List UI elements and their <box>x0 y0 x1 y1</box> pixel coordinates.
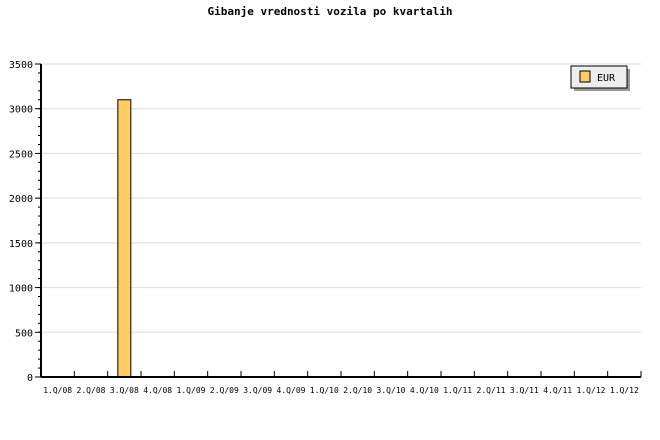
y-tick-label: 2500 <box>9 149 33 160</box>
x-tick-label: 2.Q/09 <box>210 386 239 395</box>
x-tick-label: 1.Q/11 <box>443 386 472 395</box>
legend-swatch-eur <box>579 70 591 83</box>
bar-3.Q/08 <box>117 99 132 378</box>
x-tick-label: 1.Q/09 <box>177 386 206 395</box>
y-tick-label: 3500 <box>9 60 33 71</box>
x-tick-label: 4.Q/10 <box>410 386 439 395</box>
y-tick-label: 500 <box>15 328 33 339</box>
x-tick-label: 2.Q/10 <box>343 386 372 395</box>
x-tick-label: 3.Q/09 <box>243 386 272 395</box>
x-tick-label: 3.Q/10 <box>377 386 406 395</box>
x-tick-label: 2.Q/08 <box>77 386 106 395</box>
x-tick-label: 3.Q/11 <box>510 386 539 395</box>
y-tick-label: 1000 <box>9 284 33 295</box>
x-tick-label: 1.Q/12 <box>610 386 639 395</box>
y-tick-label: 2000 <box>9 194 33 205</box>
x-tick-label: 3.Q/08 <box>110 386 139 395</box>
y-tick-label: 0 <box>27 373 33 384</box>
y-tick-label: 3000 <box>9 105 33 116</box>
y-tick-label: 1500 <box>9 239 33 250</box>
chart-title: Gibanje vrednosti vozila po kvartalih <box>207 5 452 18</box>
x-tick-label: 1.Q/12 <box>577 386 606 395</box>
x-tick-label: 1.Q/10 <box>310 386 339 395</box>
x-tick-label: 1.Q/08 <box>43 386 72 395</box>
x-tick-label: 4.Q/09 <box>277 386 306 395</box>
x-tick-label: 4.Q/08 <box>143 386 172 395</box>
legend-label-eur: EUR <box>597 73 616 84</box>
x-tick-label: 4.Q/11 <box>543 386 572 395</box>
x-tick-label: 2.Q/11 <box>477 386 506 395</box>
legend: EUR <box>570 65 630 91</box>
